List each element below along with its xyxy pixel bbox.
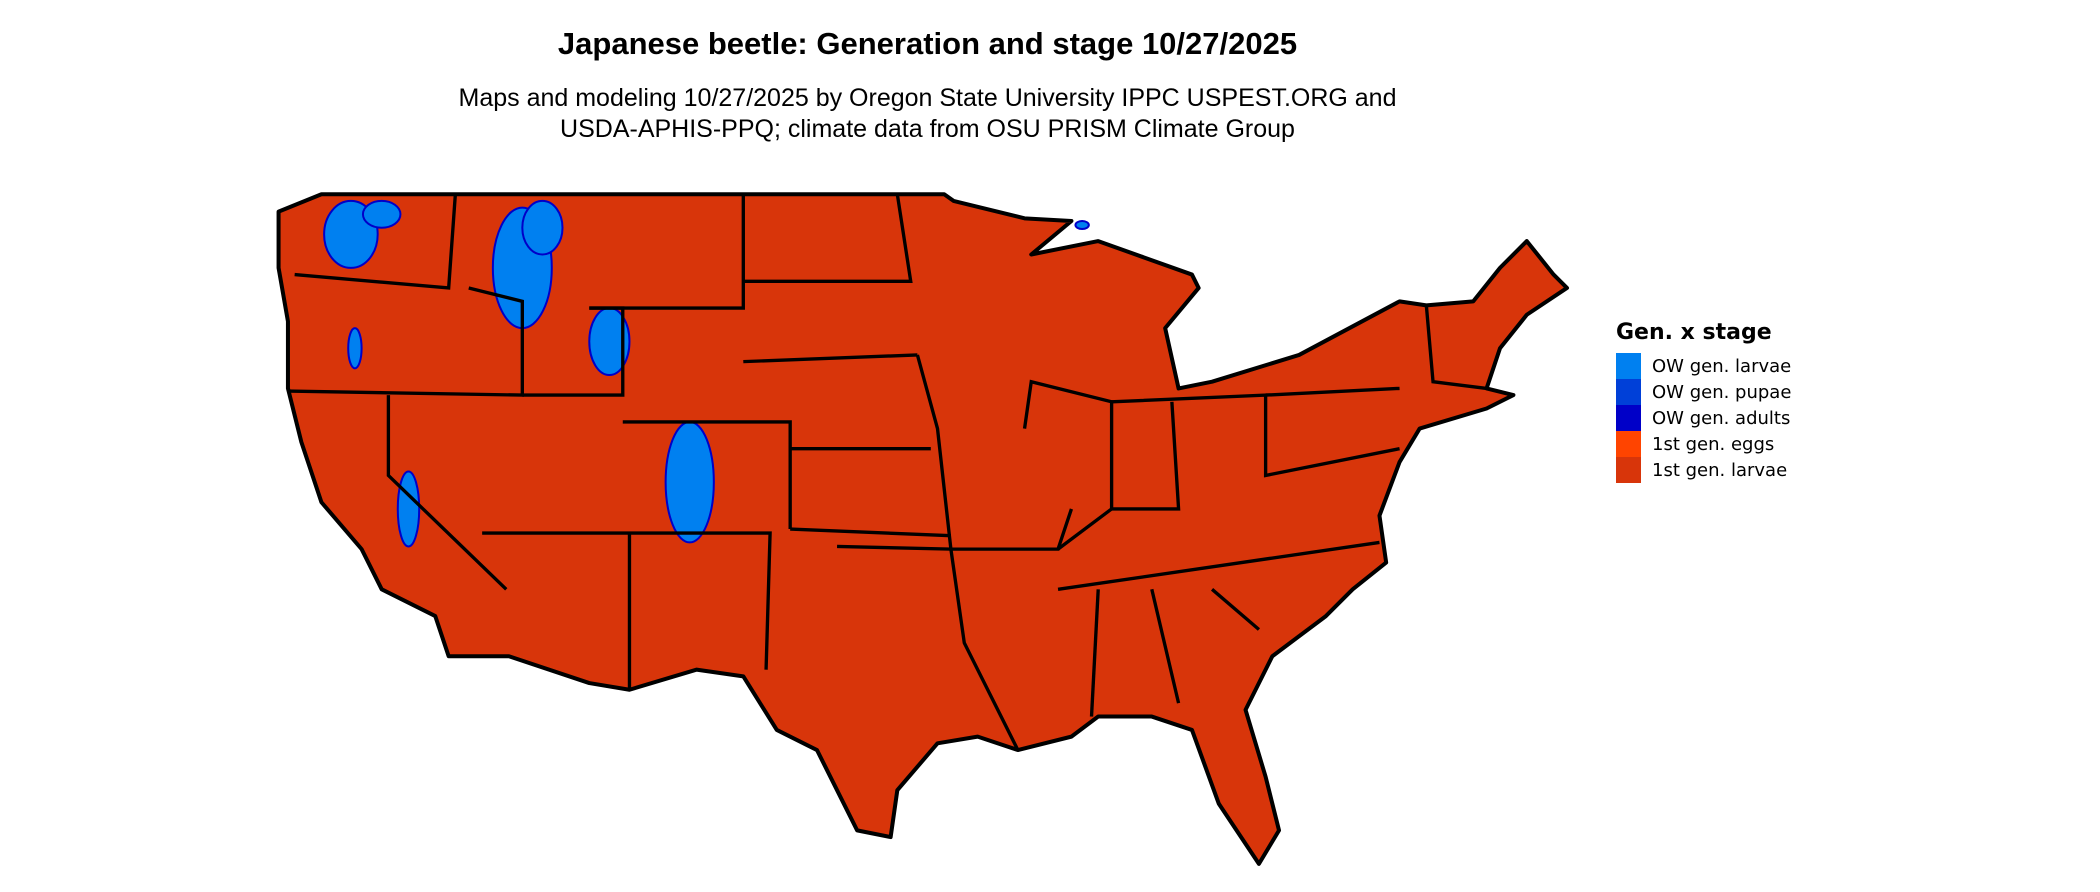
legend-label: 1st gen. eggs bbox=[1652, 433, 1775, 455]
legend-item: 1st gen. larvae bbox=[1616, 457, 1791, 483]
legend-label: 1st gen. larvae bbox=[1652, 459, 1788, 481]
legend-item: OW gen. adults bbox=[1616, 405, 1791, 431]
legend-swatch bbox=[1616, 353, 1641, 379]
state-borders bbox=[287, 193, 1487, 751]
map-title: Japanese beetle: Generation and stage 10… bbox=[557, 26, 1298, 61]
legend-item: OW gen. pupae bbox=[1616, 379, 1791, 405]
legend: Gen. x stage OW gen. larvae OW gen. pupa… bbox=[1616, 320, 1791, 483]
legend-swatch bbox=[1616, 431, 1641, 457]
legend-item: 1st gen. eggs bbox=[1616, 431, 1791, 457]
legend-swatch bbox=[1616, 457, 1641, 483]
us-outline bbox=[276, 192, 1569, 866]
legend-label: OW gen. adults bbox=[1652, 407, 1791, 429]
legend-label: OW gen. pupae bbox=[1652, 381, 1792, 403]
map-subtitle-line2: USDA-APHIS-PPQ; climate data from OSU PR… bbox=[560, 115, 1295, 143]
legend-swatch bbox=[1616, 405, 1641, 431]
legend-label: OW gen. larvae bbox=[1652, 355, 1792, 377]
map-subtitle-line1: Maps and modeling 10/27/2025 by Oregon S… bbox=[458, 84, 1397, 112]
legend-item: OW gen. larvae bbox=[1616, 353, 1791, 379]
legend-title: Gen. x stage bbox=[1616, 320, 1772, 345]
legend-swatch bbox=[1616, 379, 1641, 405]
